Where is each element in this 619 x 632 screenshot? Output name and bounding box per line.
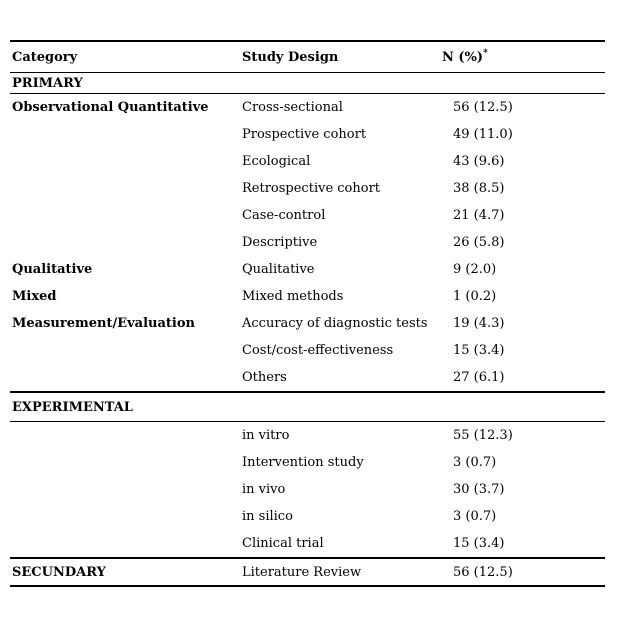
design-cell: in vitro (242, 428, 290, 443)
count-cell: 9 (2.0) (453, 262, 497, 277)
section-label-experimental: EXPERIMENTAL (10, 391, 605, 422)
table-row: Clinical trial 15 (3.4) (10, 530, 605, 558)
count-cell: 56 (12.5) (440, 557, 605, 587)
category-cell (10, 229, 240, 256)
category-cell: SECUNDARY (10, 557, 240, 587)
table-row: Intervention study 3 (0.7) (10, 449, 605, 476)
count-cell: 19 (4.3) (453, 316, 505, 331)
category-cell (10, 476, 240, 503)
category-cell: Observational Quantitative (12, 100, 209, 115)
count-cell: 3 (0.7) (453, 455, 497, 470)
count-cell: 15 (3.4) (453, 343, 505, 358)
category-cell (10, 202, 240, 229)
count-cell: 49 (11.0) (453, 127, 513, 142)
design-cell: Intervention study (242, 455, 364, 470)
category-cell (10, 337, 240, 364)
count-cell: 26 (5.8) (453, 235, 505, 250)
category-cell (10, 530, 240, 558)
table-row: in silico 3 (0.7) (10, 503, 605, 530)
count-cell: 1 (0.2) (453, 289, 497, 304)
table-row: Descriptive 26 (5.8) (10, 229, 605, 256)
count-cell: 43 (9.6) (453, 154, 505, 169)
design-cell: Clinical trial (242, 536, 324, 551)
table-row: in vivo 30 (3.7) (10, 476, 605, 503)
table-row: Measurement/Evaluation Accuracy of diagn… (10, 310, 605, 337)
design-cell: in silico (242, 509, 293, 524)
category-cell (10, 364, 240, 392)
count-cell: 38 (8.5) (453, 181, 505, 196)
count-cell: 56 (12.5) (453, 100, 513, 115)
study-design-table: Category Study Design N (%)* PRIMARY Obs… (10, 40, 605, 587)
table-row: Ecological 43 (9.6) (10, 148, 605, 175)
section-row-experimental: EXPERIMENTAL (10, 391, 605, 422)
design-cell: Accuracy of diagnostic tests (242, 316, 428, 331)
footnote-marker: * (483, 48, 488, 59)
design-cell: Case-control (242, 208, 326, 223)
category-cell (10, 449, 240, 476)
table-row: Prospective cohort 49 (11.0) (10, 121, 605, 148)
category-cell: Qualitative (12, 262, 93, 277)
table-row: Cost/cost-effectiveness 15 (3.4) (10, 337, 605, 364)
design-cell: Descriptive (242, 235, 318, 250)
design-cell: Others (242, 370, 287, 385)
design-cell: Qualitative (242, 262, 315, 277)
section-label-primary: PRIMARY (10, 72, 605, 94)
section-row-primary: PRIMARY (10, 72, 605, 94)
design-cell: Cross-sectional (242, 100, 343, 115)
section-row-secundary: SECUNDARY Literature Review 56 (12.5) (10, 557, 605, 587)
design-cell: Literature Review (240, 557, 440, 587)
column-header-category: Category (10, 40, 240, 73)
design-cell: Mixed methods (242, 289, 344, 304)
table-row: Case-control 21 (4.7) (10, 202, 605, 229)
count-cell: 15 (3.4) (453, 536, 505, 551)
table-header-row: Category Study Design N (%)* (10, 40, 605, 73)
table-row: Retrospective cohort 38 (8.5) (10, 175, 605, 202)
table-row: Others 27 (6.1) (10, 364, 605, 392)
count-cell: 21 (4.7) (453, 208, 505, 223)
category-cell (10, 121, 240, 148)
category-cell: Mixed (12, 289, 57, 304)
table-row: in vitro 55 (12.3) (10, 422, 605, 450)
count-cell: 30 (3.7) (453, 482, 505, 497)
table-row: Mixed Mixed methods 1 (0.2) (10, 283, 605, 310)
count-cell: 3 (0.7) (453, 509, 497, 524)
table-row: Observational Quantitative Cross-section… (10, 94, 605, 122)
table-row: Qualitative Qualitative 9 (2.0) (10, 256, 605, 283)
category-cell: Measurement/Evaluation (12, 316, 195, 331)
n-pct-label: N (%) (442, 49, 484, 65)
category-cell (10, 422, 240, 450)
column-header-study-design: Study Design (240, 40, 440, 73)
count-cell: 27 (6.1) (453, 370, 505, 385)
design-cell: Prospective cohort (242, 127, 367, 142)
category-cell (10, 503, 240, 530)
design-cell: Cost/cost-effectiveness (242, 343, 394, 358)
category-cell (10, 148, 240, 175)
column-header-n-pct: N (%)* (440, 40, 605, 73)
category-cell (10, 175, 240, 202)
design-cell: in vivo (242, 482, 286, 497)
count-cell: 55 (12.3) (453, 428, 513, 443)
design-cell: Retrospective cohort (242, 181, 381, 196)
design-cell: Ecological (242, 154, 311, 169)
